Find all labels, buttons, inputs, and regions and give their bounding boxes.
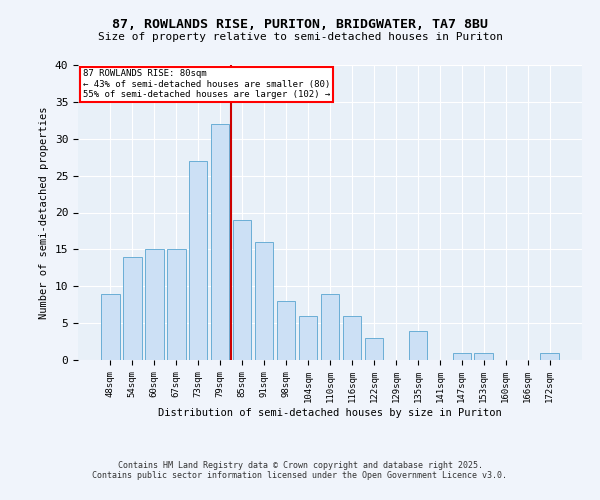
Bar [145, 250, 164, 360]
Bar [101, 294, 119, 360]
Bar [233, 220, 251, 360]
Bar [255, 242, 274, 360]
Bar [475, 352, 493, 360]
Bar [189, 161, 208, 360]
Y-axis label: Number of semi-detached properties: Number of semi-detached properties [39, 106, 49, 319]
Bar [167, 250, 185, 360]
Text: Size of property relative to semi-detached houses in Puriton: Size of property relative to semi-detach… [97, 32, 503, 42]
Bar [365, 338, 383, 360]
Bar [123, 257, 142, 360]
Bar [299, 316, 317, 360]
Bar [320, 294, 340, 360]
Bar [409, 330, 427, 360]
Bar [277, 301, 295, 360]
Bar [452, 352, 471, 360]
Text: Contains HM Land Registry data © Crown copyright and database right 2025.
Contai: Contains HM Land Registry data © Crown c… [92, 460, 508, 480]
Bar [343, 316, 361, 360]
X-axis label: Distribution of semi-detached houses by size in Puriton: Distribution of semi-detached houses by … [158, 408, 502, 418]
Text: 87, ROWLANDS RISE, PURITON, BRIDGWATER, TA7 8BU: 87, ROWLANDS RISE, PURITON, BRIDGWATER, … [112, 18, 488, 30]
Bar [211, 124, 229, 360]
Bar [541, 352, 559, 360]
Text: 87 ROWLANDS RISE: 80sqm
← 43% of semi-detached houses are smaller (80)
55% of se: 87 ROWLANDS RISE: 80sqm ← 43% of semi-de… [83, 70, 330, 99]
